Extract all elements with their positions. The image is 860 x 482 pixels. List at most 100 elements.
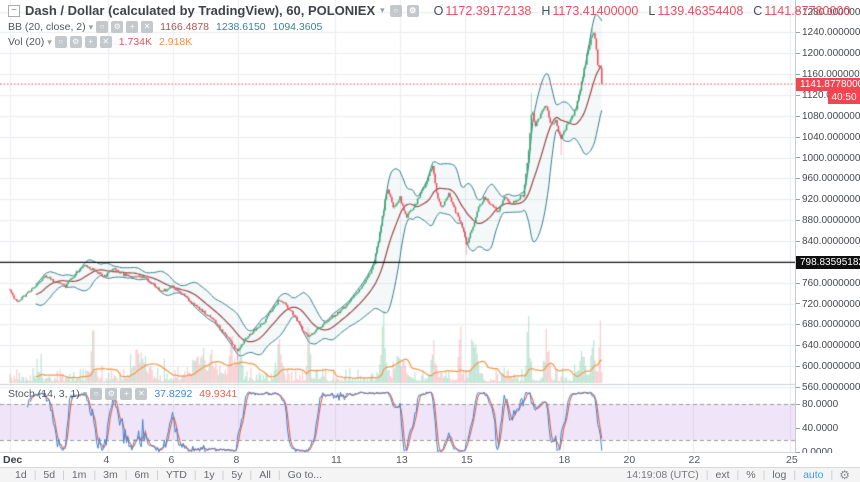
bb-indicator-row: BB (20, close, 2) ▾ ○ ⚙ + ✕ 1166.4878 1238.6150… — [8, 21, 850, 33]
tick-mark — [796, 427, 800, 429]
tick-mark — [796, 73, 800, 75]
range-5d-button[interactable]: 5d — [43, 468, 56, 481]
vol-label: Vol (20) — [8, 36, 45, 48]
ext-button[interactable]: ext — [715, 468, 730, 481]
stoch-tick: 40.0000 — [796, 423, 860, 434]
settings-icon[interactable]: ⚙ — [105, 388, 118, 400]
settings-icon[interactable]: ⚙ — [406, 4, 419, 17]
separator: | — [736, 469, 740, 481]
settings-gear-icon[interactable]: ⚙ — [839, 468, 850, 482]
price-tick: 1160.00000000 — [796, 69, 860, 80]
goto-button[interactable]: Go to... — [287, 468, 323, 481]
price-tick: 1200.00000000 — [796, 48, 860, 59]
tick-mark — [796, 240, 800, 242]
tick-mark — [796, 94, 800, 96]
price-tick-label: 1160.00000000 — [802, 69, 860, 81]
range-3m-button[interactable]: 3m — [103, 468, 118, 481]
chevron-down-icon[interactable]: ▾ — [380, 5, 385, 15]
%-button[interactable]: % — [746, 468, 756, 481]
separator: | — [193, 469, 197, 481]
close-icon[interactable]: ✕ — [141, 21, 154, 33]
range-ytd-button[interactable]: YTD — [165, 468, 187, 481]
range-6m-button[interactable]: 6m — [134, 468, 150, 481]
close-icon[interactable]: ✕ — [135, 388, 148, 400]
tick-mark — [796, 303, 800, 305]
symbol-title[interactable]: Dash / Dollar (calculated by TradingView… — [25, 3, 376, 18]
ohlc-c: C 1141.87780000 — [753, 4, 850, 18]
price-axis[interactable]: 1280.00000000 1240.00000000 1200.00000000 1… — [795, 0, 860, 458]
price-tick-label: 760.00000000 — [802, 277, 860, 289]
price-tick-label: 960.00000000 — [802, 173, 860, 185]
chevron-down-icon[interactable]: ▾ — [82, 388, 88, 399]
separator: | — [62, 469, 65, 481]
visibility-icon[interactable]: ○ — [90, 388, 103, 400]
chevron-down-icon[interactable]: ▾ — [88, 21, 94, 32]
tick-mark — [796, 219, 800, 221]
time-tick: 13 — [396, 454, 408, 466]
price-tick-label: 920.00000000 — [802, 194, 860, 206]
time-tick: 20 — [623, 454, 636, 466]
visibility-icon[interactable]: ○ — [96, 21, 109, 33]
visibility-icon[interactable]: ○ — [389, 4, 402, 17]
range-1m-button[interactable]: 1m — [71, 468, 87, 481]
settings-icon[interactable]: ⚙ — [69, 36, 82, 48]
ohlc-value: 1172.39172138 — [445, 3, 532, 18]
range-all-button[interactable]: All — [259, 468, 271, 481]
time-tick: 6 — [168, 454, 175, 466]
stoch-label: Stoch (14, 3, 1) — [8, 388, 80, 400]
price-tick: 720.00000000 — [796, 299, 860, 310]
settings-icon[interactable]: ⚙ — [111, 21, 124, 33]
price-tick-label: 1000.00000000 — [802, 152, 860, 164]
stoch-tick: 0.0000 — [796, 447, 860, 458]
log-button[interactable]: log — [772, 468, 787, 481]
add-icon[interactable]: + — [120, 388, 133, 400]
stoch-tick: 80.0000 — [796, 399, 860, 410]
tick-mark — [796, 282, 800, 284]
visibility-icon[interactable]: ○ — [54, 36, 67, 48]
chart-canvas[interactable] — [0, 0, 795, 453]
price-tick: 880.00000000 — [796, 215, 860, 226]
stoch-tick-label: 40.0000 — [802, 423, 839, 434]
toolbar-right: 14:19:08 (UTC) | ext |% | log | auto | ⚙ — [619, 468, 852, 482]
range-5y-button[interactable]: 5y — [231, 468, 243, 481]
ohlc-l: L 1139.46354408 — [648, 4, 743, 18]
range-1d-button[interactable]: 1d — [15, 468, 27, 481]
separator: | — [221, 469, 225, 481]
price-tick: 1080.00000000 — [796, 111, 860, 122]
close-icon[interactable]: ✕ — [99, 36, 112, 48]
price-tick: 680.00000000 — [796, 319, 860, 330]
price-tick-label: 720.00000000 — [802, 298, 860, 310]
time-axis[interactable]: Dec 4 6 8 11 13 15 18 20 22 25 — [0, 453, 860, 467]
time-tick: 11 — [331, 454, 342, 466]
countdown-label: 40:50 — [828, 90, 860, 104]
add-icon[interactable]: + — [84, 36, 97, 48]
vol-value: 1.734K — [118, 36, 152, 48]
ohlc-value: 1139.46354408 — [657, 3, 744, 18]
tick-mark — [796, 53, 800, 55]
volume-indicator-row: Vol (20) ▾ ○ ⚙ + ✕ 1.734K 2.918K — [8, 36, 850, 48]
ohlc-value: 1173.41400000 — [552, 3, 639, 18]
time-tick: 15 — [461, 454, 473, 466]
tick-mark — [796, 451, 800, 453]
price-tick-label: 1080.00000000 — [802, 110, 860, 122]
tick-mark — [796, 157, 800, 159]
bb-value: 1166.4878 — [160, 21, 210, 33]
tick-mark — [796, 115, 800, 117]
tick-mark — [796, 403, 800, 405]
chevron-down-icon[interactable]: ▾ — [47, 36, 52, 47]
clock-label[interactable]: 14:19:08 (UTC) — [626, 469, 699, 481]
separator: | — [277, 469, 281, 481]
separator: | — [156, 469, 159, 481]
range-1y-button[interactable]: 1y — [203, 468, 215, 481]
symbol-title-row: − Dash / Dollar (calculated by TradingVi… — [8, 3, 850, 18]
ohlc-value: 1141.87780000 — [764, 3, 851, 18]
add-icon[interactable]: + — [126, 21, 139, 33]
collapse-chart-icon[interactable]: − — [8, 4, 20, 17]
stoch-tick-label: 0.0000 — [802, 447, 833, 458]
price-tick-label: 1280.00000000 — [802, 6, 860, 18]
tick-mark — [796, 11, 800, 13]
tick-mark — [796, 345, 800, 347]
separator: | — [830, 469, 834, 481]
auto-button[interactable]: auto — [803, 468, 824, 481]
ohlc-label: L — [648, 3, 656, 18]
